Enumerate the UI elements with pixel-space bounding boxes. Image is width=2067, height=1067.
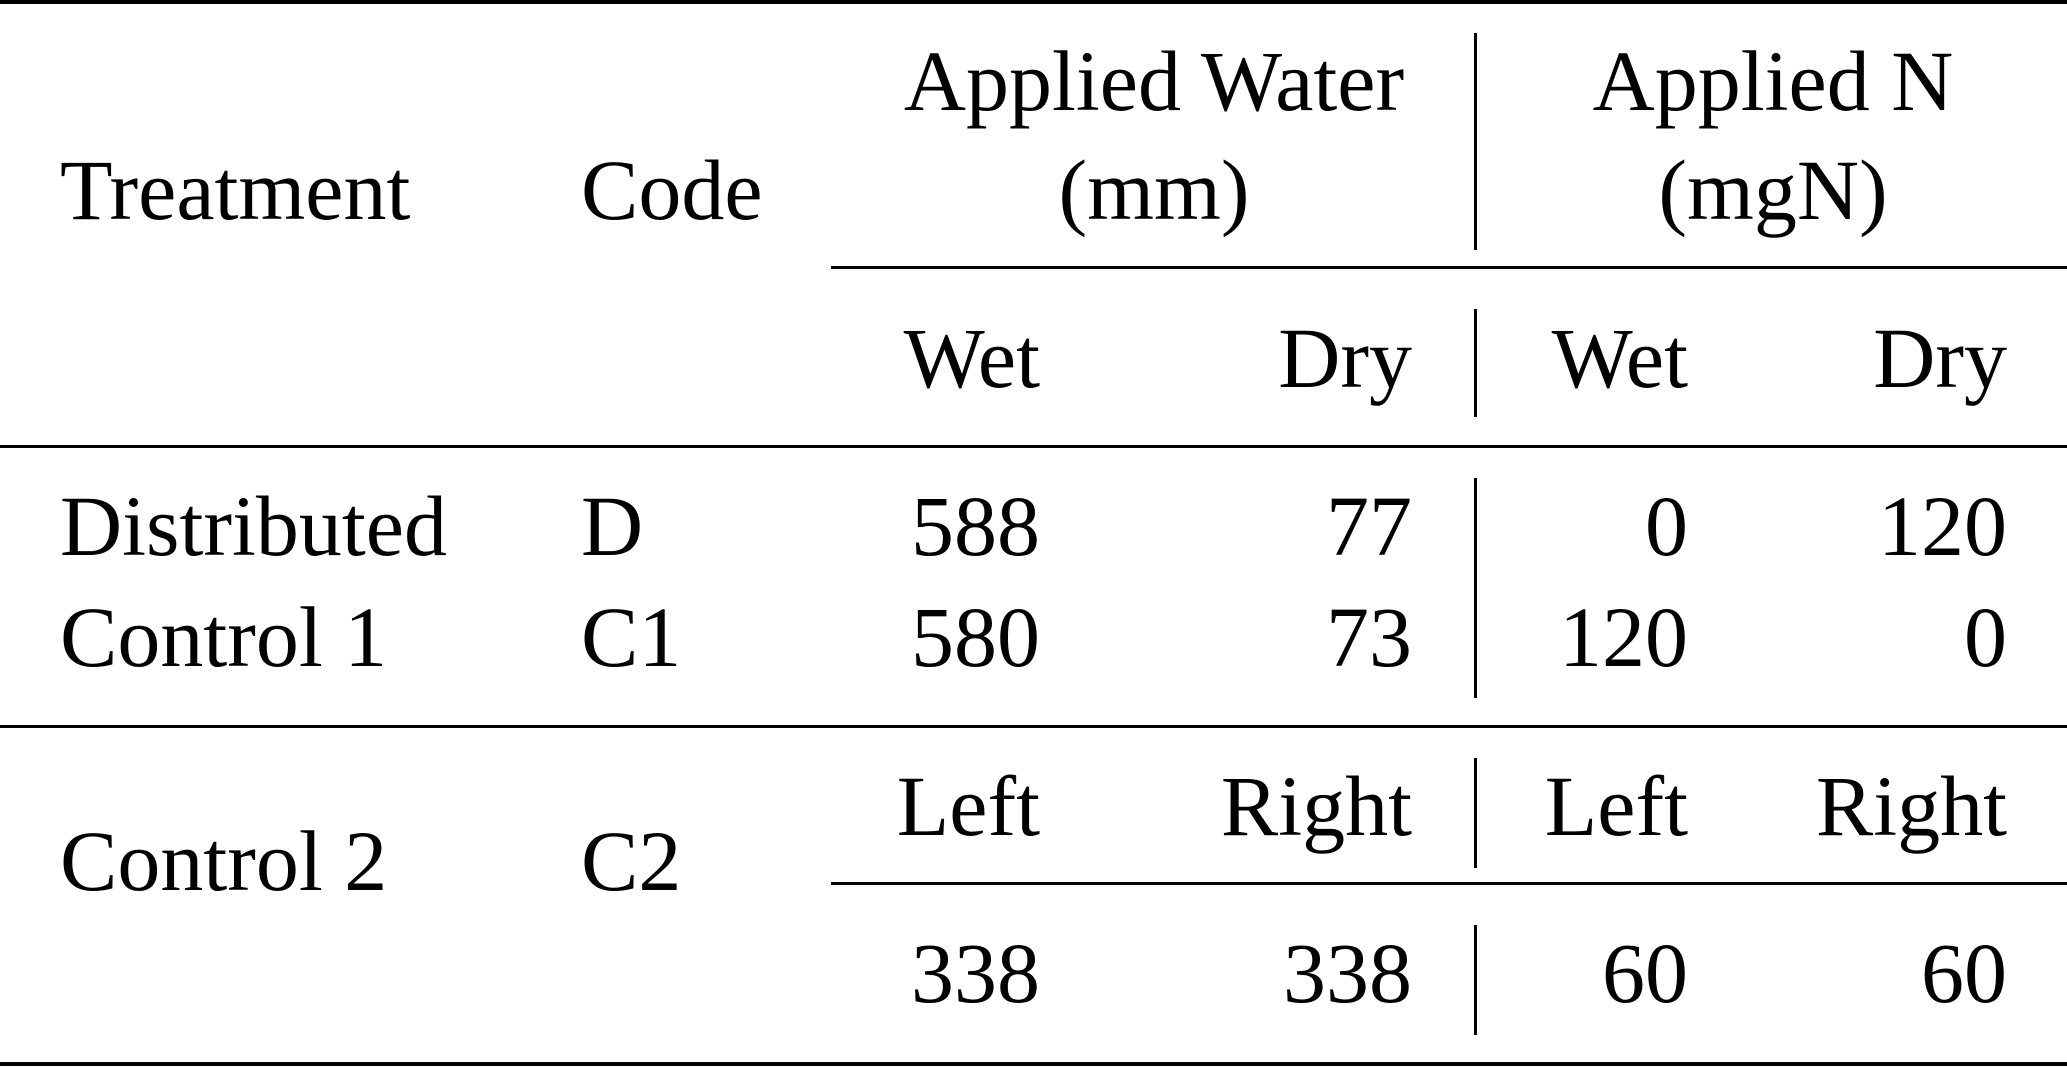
control2-water-left-label: Left [896, 758, 1040, 854]
header-water-dry: Dry [1278, 310, 1412, 406]
control2-water-right: 338 [1283, 925, 1412, 1021]
control2-n-left-label: Left [1544, 758, 1688, 854]
header-applied-n: Applied N [1592, 33, 1954, 129]
row-treatment: Distributed [60, 478, 447, 574]
header-cmidrule [831, 266, 2067, 269]
header-applied-water-unit: (mm) [1058, 142, 1250, 238]
column-divider [1474, 758, 1477, 868]
column-divider [1474, 309, 1477, 417]
header-n-wet: Wet [1551, 310, 1688, 406]
control2-n-right: 60 [1921, 925, 2007, 1021]
row-water-dry: 77 [1326, 478, 1412, 574]
row-code: D [581, 478, 644, 574]
header-n-dry: Dry [1873, 310, 2007, 406]
group-separator-rule [0, 725, 2067, 728]
column-divider [1474, 33, 1477, 250]
row-n-dry: 120 [1878, 478, 2007, 574]
header-treatment: Treatment [60, 142, 411, 238]
control2-n-left: 60 [1602, 925, 1688, 1021]
bottom-rule [0, 1062, 2067, 1066]
row-water-wet: 580 [911, 589, 1040, 685]
row-n-dry: 0 [1964, 589, 2007, 685]
control2-water-right-label: Right [1220, 758, 1412, 854]
control2-cmidrule [831, 882, 2067, 885]
control2-n-right-label: Right [1815, 758, 2007, 854]
row-water-wet: 588 [911, 478, 1040, 574]
control2-code: C2 [581, 813, 682, 909]
control2-water-left: 338 [911, 925, 1040, 1021]
column-divider [1474, 478, 1477, 698]
header-applied-n-unit: (mgN) [1658, 142, 1888, 238]
header-code: Code [581, 142, 763, 238]
row-water-dry: 73 [1326, 589, 1412, 685]
row-n-wet: 120 [1559, 589, 1688, 685]
header-applied-water: Applied Water [903, 33, 1405, 129]
row-n-wet: 0 [1645, 478, 1688, 574]
row-code: C1 [581, 589, 682, 685]
top-rule [0, 0, 2067, 4]
column-divider [1474, 925, 1477, 1035]
control2-treatment: Control 2 [60, 813, 388, 909]
header-bottom-rule [0, 445, 2067, 448]
row-treatment: Control 1 [60, 589, 388, 685]
header-water-wet: Wet [903, 310, 1040, 406]
